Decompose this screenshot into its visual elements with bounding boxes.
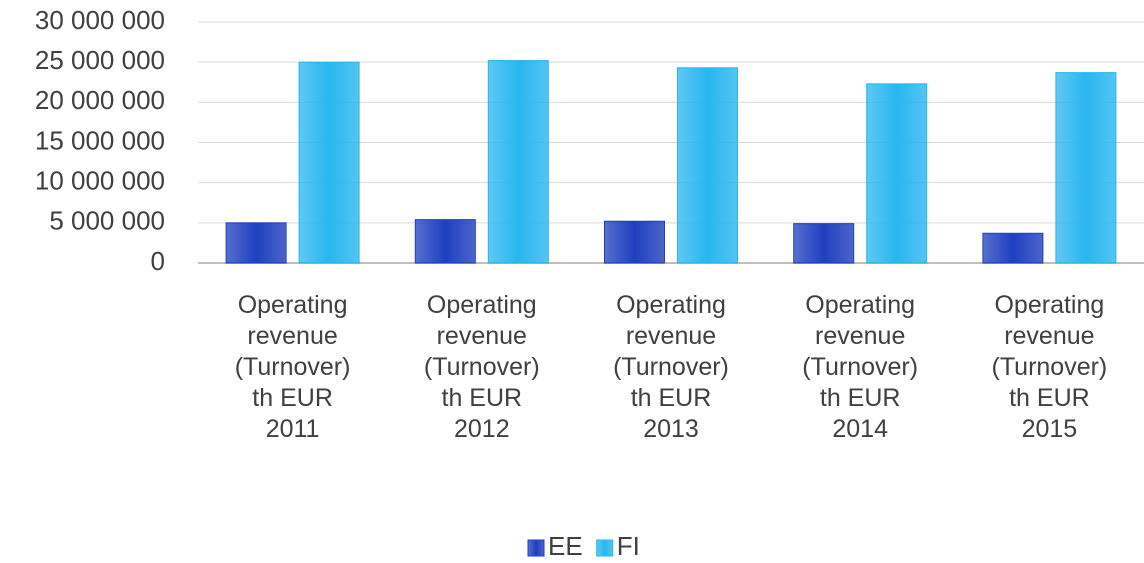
x-tick-label: Operating revenue (Turnover) th EUR 2014 [802, 291, 919, 443]
legend-label: FI [617, 531, 640, 561]
bar [677, 67, 738, 264]
y-tick-label: 30 000 000 [35, 5, 165, 35]
y-tick-label: 5 000 000 [49, 206, 165, 236]
y-tick-label: 0 [151, 246, 165, 276]
legend-swatch [596, 539, 614, 557]
bar [1055, 72, 1117, 264]
y-tick-label: 20 000 000 [35, 85, 165, 115]
bar [414, 219, 476, 264]
legend-label: EE [548, 531, 583, 561]
y-tick-label: 15 000 000 [35, 125, 165, 155]
bar [866, 83, 928, 264]
x-tick-label: Operating revenue (Turnover) th EUR 2015 [991, 291, 1108, 443]
y-tick-label: 25 000 000 [35, 45, 165, 75]
bar [982, 232, 1044, 264]
bar [487, 60, 549, 264]
y-tick-label: 10 000 000 [35, 166, 165, 196]
legend-swatch [527, 539, 545, 557]
bar [604, 220, 665, 264]
bar [793, 223, 855, 264]
x-tick-label: Operating revenue (Turnover) th EUR 2011 [234, 291, 351, 443]
x-tick-label: Operating revenue (Turnover) th EUR 2013 [613, 291, 729, 443]
x-tick-label: Operating revenue (Turnover) th EUR 2012 [423, 291, 540, 443]
bar [225, 222, 287, 264]
bar [298, 61, 360, 264]
